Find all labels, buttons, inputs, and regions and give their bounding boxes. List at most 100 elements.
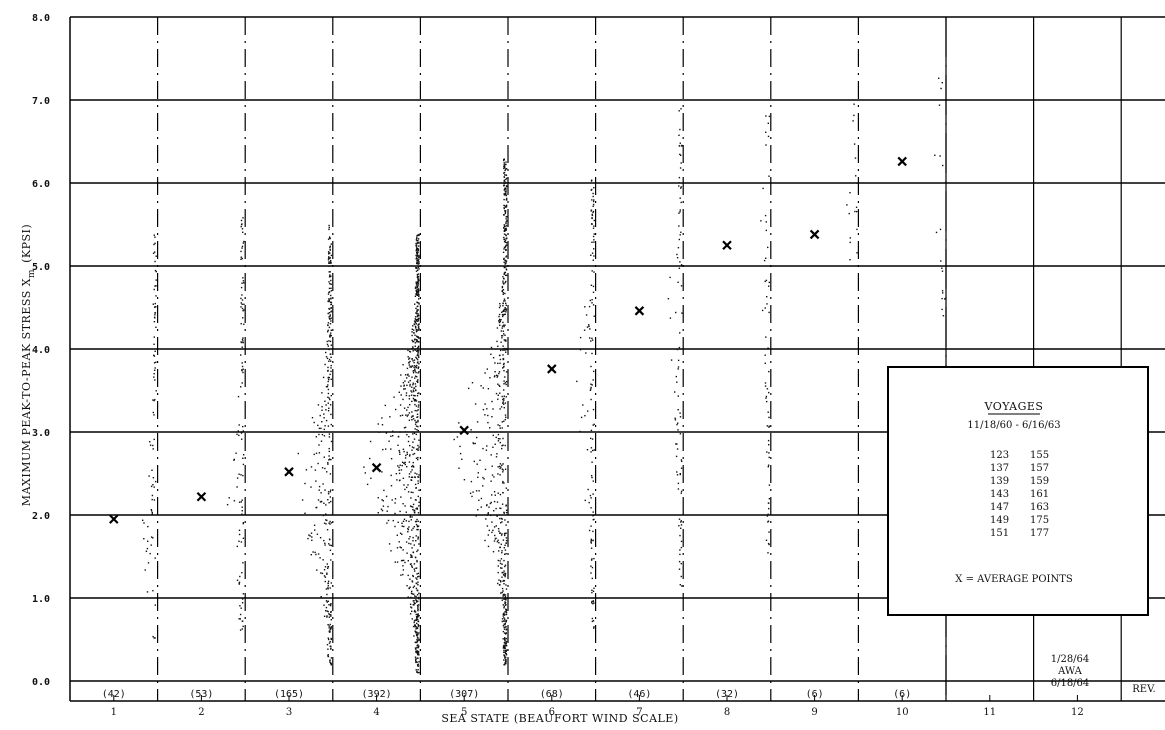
data-dot — [415, 323, 418, 325]
data-dot — [679, 553, 681, 556]
data-dot — [416, 615, 419, 617]
data-dot — [590, 386, 592, 389]
data-dot — [585, 314, 588, 316]
sample-count: (42) — [102, 689, 126, 700]
data-dot — [416, 354, 418, 357]
data-dot — [500, 330, 502, 332]
data-dot — [504, 622, 506, 625]
data-dot — [498, 579, 500, 581]
data-dot — [411, 331, 413, 333]
data-dot — [676, 257, 679, 259]
data-dot — [401, 533, 403, 535]
data-dot — [505, 218, 507, 220]
data-dot — [417, 646, 420, 649]
data-dot — [768, 281, 770, 284]
data-dot — [417, 536, 419, 538]
data-dot — [502, 469, 504, 471]
data-dot — [505, 188, 507, 190]
data-dot — [413, 568, 415, 570]
data-dot — [154, 302, 156, 305]
data-dot — [415, 648, 417, 650]
data-dot — [499, 319, 501, 321]
y-tick-label: 4.0 — [32, 345, 50, 356]
data-dot — [414, 409, 416, 412]
data-dot — [233, 459, 235, 461]
data-dot — [328, 522, 330, 524]
data-dot — [582, 404, 584, 406]
data-dot — [412, 508, 414, 511]
data-dot — [675, 375, 677, 378]
data-dot — [153, 354, 155, 356]
data-dot — [329, 248, 331, 250]
data-dot — [410, 606, 412, 608]
data-dot — [396, 534, 398, 536]
data-dot — [412, 506, 414, 508]
data-dot — [414, 342, 417, 344]
data-dot — [322, 483, 324, 485]
marker-stroke — [897, 156, 907, 167]
data-dot — [328, 642, 331, 644]
data-dot — [236, 579, 239, 581]
legend-voyage: 123 — [990, 450, 1009, 461]
data-dot — [416, 339, 419, 341]
data-dot — [765, 229, 767, 232]
data-dot — [504, 313, 506, 315]
data-dot — [417, 604, 420, 606]
data-dot — [330, 662, 332, 664]
data-dot — [153, 438, 155, 441]
data-dot — [417, 292, 419, 294]
data-dot — [474, 403, 477, 405]
data-dot — [327, 300, 329, 302]
data-dot — [504, 210, 507, 212]
data-dot — [318, 444, 320, 446]
data-dot — [494, 443, 496, 445]
data-dot — [327, 257, 330, 259]
data-dot — [329, 623, 331, 626]
data-dot — [679, 584, 681, 586]
data-dot — [415, 239, 418, 241]
data-dot — [242, 310, 244, 312]
data-dot — [411, 358, 413, 360]
data-dot — [499, 441, 501, 444]
x-axis-label: SEA STATE (BEAUFORT WIND SCALE) — [441, 712, 678, 725]
data-dot — [768, 425, 770, 427]
data-dot — [679, 167, 682, 169]
data-dot — [240, 225, 242, 228]
data-dot — [592, 192, 594, 195]
data-dot — [580, 416, 583, 419]
data-dot — [763, 259, 766, 262]
rev-date-2: 6/18/64 — [1051, 678, 1090, 689]
y-axis-label-subscript: m — [27, 269, 37, 278]
data-dot — [381, 509, 384, 512]
x-tick-label: 10 — [896, 707, 909, 718]
data-dot — [505, 260, 507, 262]
data-dot — [417, 242, 419, 244]
data-dot — [152, 484, 154, 486]
data-dot — [417, 456, 419, 459]
data-dot — [416, 239, 418, 242]
data-dot — [399, 464, 401, 466]
data-dot — [501, 421, 503, 423]
data-dot — [680, 231, 682, 233]
data-dot — [472, 442, 474, 444]
data-dot — [328, 447, 330, 450]
data-dot — [498, 384, 500, 387]
data-dot — [416, 292, 418, 294]
data-dot — [505, 242, 508, 244]
data-dot — [415, 613, 417, 616]
data-dot — [408, 398, 411, 400]
data-dot — [152, 590, 154, 592]
data-dot — [381, 499, 383, 501]
data-dot — [417, 259, 419, 261]
data-dot — [323, 604, 325, 606]
data-dot — [417, 520, 419, 522]
data-dot — [855, 206, 858, 208]
data-dot — [153, 355, 156, 357]
data-dot — [416, 273, 419, 276]
data-dot — [592, 449, 594, 452]
data-dot — [324, 576, 327, 578]
data-dot — [589, 337, 591, 339]
data-dot — [414, 656, 417, 658]
data-dot — [499, 467, 501, 470]
data-dot — [504, 598, 506, 600]
